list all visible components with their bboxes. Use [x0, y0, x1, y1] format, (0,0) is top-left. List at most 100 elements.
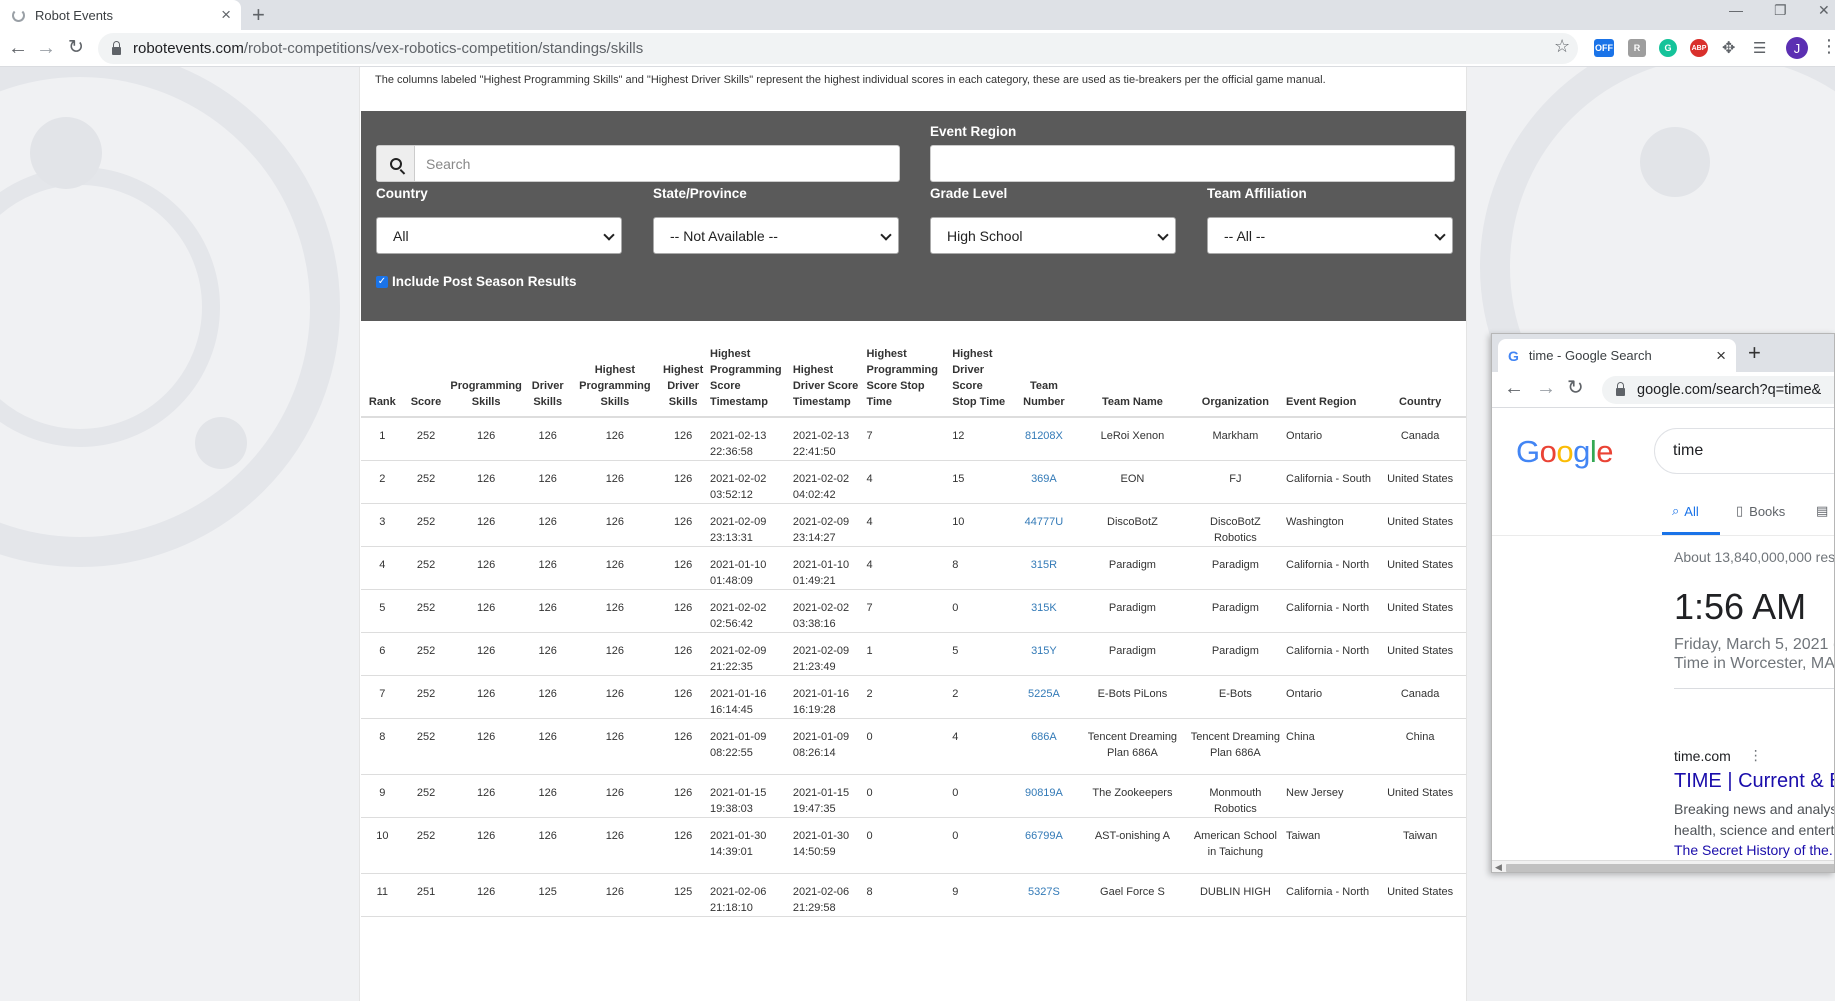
team-number-link[interactable]: 369A [1031, 473, 1057, 485]
cell-country: United States [1373, 774, 1466, 818]
google-nav-books[interactable]: ▯ Books [1736, 503, 1785, 519]
team-affiliation-select-value: -- All -- [1224, 227, 1266, 244]
event-region-input[interactable] [930, 145, 1455, 182]
team-number-link[interactable]: 686A [1031, 731, 1057, 743]
extension-r-icon[interactable]: R [1628, 39, 1646, 57]
window-close-icon[interactable]: ✕ [1818, 2, 1830, 18]
cell-event-region: Taiwan [1284, 817, 1374, 874]
cell-country: United States [1373, 873, 1466, 917]
team-number-link[interactable]: 315K [1031, 602, 1057, 614]
google-tab[interactable]: G time - Google Search × [1498, 339, 1736, 372]
cell-organization: Paradigm [1186, 589, 1285, 633]
cell-programming-skills: 126 [448, 460, 524, 504]
header-score[interactable]: Score [403, 327, 449, 418]
team-number-link[interactable]: 44777U [1024, 516, 1064, 528]
cell-score: 252 [403, 546, 449, 590]
more-vertical-icon[interactable]: ⋮ [1748, 747, 1763, 763]
header-highest-programming-stop-time[interactable]: Highest Programming Score Stop Time [864, 327, 951, 418]
header-programming-skills[interactable]: Programming Skills [448, 327, 524, 418]
cell-driver-stop-time: 2 [950, 675, 1010, 719]
cell-score: 252 [403, 774, 449, 818]
google-nav-all[interactable]: ⌕ All [1672, 503, 1699, 519]
header-team-name[interactable]: Team Name [1078, 327, 1187, 418]
grammarly-icon[interactable]: G [1659, 39, 1677, 57]
extension-off-icon[interactable]: OFF [1594, 39, 1614, 57]
search-button[interactable] [377, 146, 415, 181]
state-province-select[interactable]: -- Not Available -- [653, 217, 899, 254]
table-header-row: Rank Score Programming Skills Driver Ski… [361, 327, 1466, 418]
cell-organization: DUBLIN HIGH [1186, 873, 1285, 917]
scroll-left-icon[interactable]: ◀ [1495, 862, 1502, 872]
star-icon[interactable]: ☆ [1554, 36, 1571, 56]
minimize-icon[interactable]: — [1729, 2, 1743, 18]
puzzle-icon[interactable]: ✥ [1722, 40, 1736, 57]
team-number-link[interactable]: 315Y [1031, 645, 1057, 657]
team-number-link[interactable]: 66799A [1024, 830, 1063, 842]
header-highest-driver-stop-time[interactable]: Highest Driver Score Stop Time [950, 327, 1010, 418]
header-driver-skills[interactable]: Driver Skills [523, 327, 572, 418]
cell-country: United States [1373, 632, 1466, 676]
google-nav-active-indicator [1662, 532, 1720, 535]
team-affiliation-select[interactable]: -- All -- [1207, 217, 1453, 254]
media-queue-icon[interactable]: ☰ [1753, 40, 1767, 57]
header-rank[interactable]: Rank [361, 327, 404, 418]
google-nav-more[interactable]: ▤ [1816, 503, 1828, 519]
team-number-link[interactable]: 81208X [1024, 430, 1063, 442]
search-input[interactable] [415, 146, 899, 181]
cell-team-number: 5327S [1009, 873, 1079, 917]
header-highest-programming-skills[interactable]: Highest Programming Skills [571, 327, 659, 418]
restore-icon[interactable]: ❐ [1774, 2, 1787, 18]
forward-arrow-icon[interactable]: → [1536, 377, 1556, 399]
header-team-number[interactable]: Team Number [1009, 327, 1079, 418]
new-tab-plus-icon[interactable]: + [252, 2, 265, 27]
back-arrow-icon[interactable]: ← [8, 37, 28, 59]
reload-icon[interactable]: ↻ [1567, 377, 1584, 399]
cell-rank: 10 [361, 817, 404, 874]
profile-avatar[interactable]: J [1786, 37, 1808, 59]
browser-tab-robot-events[interactable]: Robot Events × [0, 0, 241, 30]
scrollbar-thumb[interactable] [1506, 864, 1834, 872]
cell-programming-timestamp: 2021-01-09 08:22:55 [708, 718, 791, 775]
adblock-icon[interactable]: ABP [1690, 39, 1708, 57]
header-country[interactable]: Country [1373, 327, 1466, 418]
google-result-title-link[interactable]: TIME | Current & B [1674, 770, 1835, 792]
back-arrow-icon[interactable]: ← [1504, 377, 1524, 399]
team-number-link[interactable]: 5327S [1028, 886, 1060, 898]
header-event-region[interactable]: Event Region [1284, 327, 1374, 418]
close-icon[interactable]: × [1716, 345, 1726, 365]
header-highest-driver-timestamp[interactable]: Highest Driver Score Timestamp [790, 327, 865, 418]
country-select[interactable]: All [376, 217, 622, 254]
team-number-link[interactable]: 90819A [1024, 787, 1063, 799]
url-domain: robotevents.com [133, 40, 244, 57]
tiebreaker-note: The columns labeled "Highest Programming… [375, 74, 1326, 86]
header-organization[interactable]: Organization [1186, 327, 1285, 418]
google-nav-divider [1492, 535, 1834, 536]
grade-level-select[interactable]: High School [930, 217, 1176, 254]
google-logo[interactable]: Google [1516, 434, 1614, 469]
forward-arrow-icon[interactable]: → [36, 37, 56, 59]
google-sitelink[interactable]: The Secret History of the... [1674, 842, 1835, 858]
new-tab-plus-icon[interactable]: + [1748, 340, 1761, 365]
close-icon[interactable]: × [221, 5, 231, 24]
google-search-window[interactable]: G time - Google Search × + ← → ↻ google.… [1491, 333, 1835, 873]
team-number-link[interactable]: 315R [1030, 559, 1058, 571]
google-snippet-line: Breaking news and analys [1674, 801, 1835, 817]
cell-programming-skills: 126 [448, 417, 524, 461]
cell-organization: Tencent Dreaming Plan 686A [1186, 718, 1285, 775]
cell-country: Taiwan [1373, 817, 1466, 874]
google-address-bar[interactable]: google.com/search?q=time& [1602, 376, 1834, 404]
cell-country: United States [1373, 546, 1466, 590]
team-number-link[interactable]: 5225A [1028, 688, 1060, 700]
reload-icon[interactable]: ↻ [68, 37, 84, 58]
header-highest-programming-timestamp[interactable]: Highest Programming Score Timestamp [708, 327, 791, 418]
cell-team-number: 44777U [1009, 503, 1079, 547]
address-bar[interactable]: robotevents.com/robot-competitions/vex-r… [98, 33, 1578, 64]
menu-icon[interactable]: ⋮ [1820, 36, 1835, 56]
cell-team-name: Tencent Dreaming Plan 686A [1078, 718, 1187, 775]
header-highest-driver-skills[interactable]: Highest Driver Skills [658, 327, 709, 418]
horizontal-scrollbar[interactable]: ◀ [1492, 860, 1834, 872]
checkbox-icon[interactable]: ✓ [376, 275, 388, 288]
cell-team-name: E-Bots PiLons [1078, 675, 1187, 719]
cell-driver-timestamp: 2021-02-06 21:29:58 [790, 873, 865, 917]
google-search-box[interactable]: time [1654, 428, 1834, 474]
